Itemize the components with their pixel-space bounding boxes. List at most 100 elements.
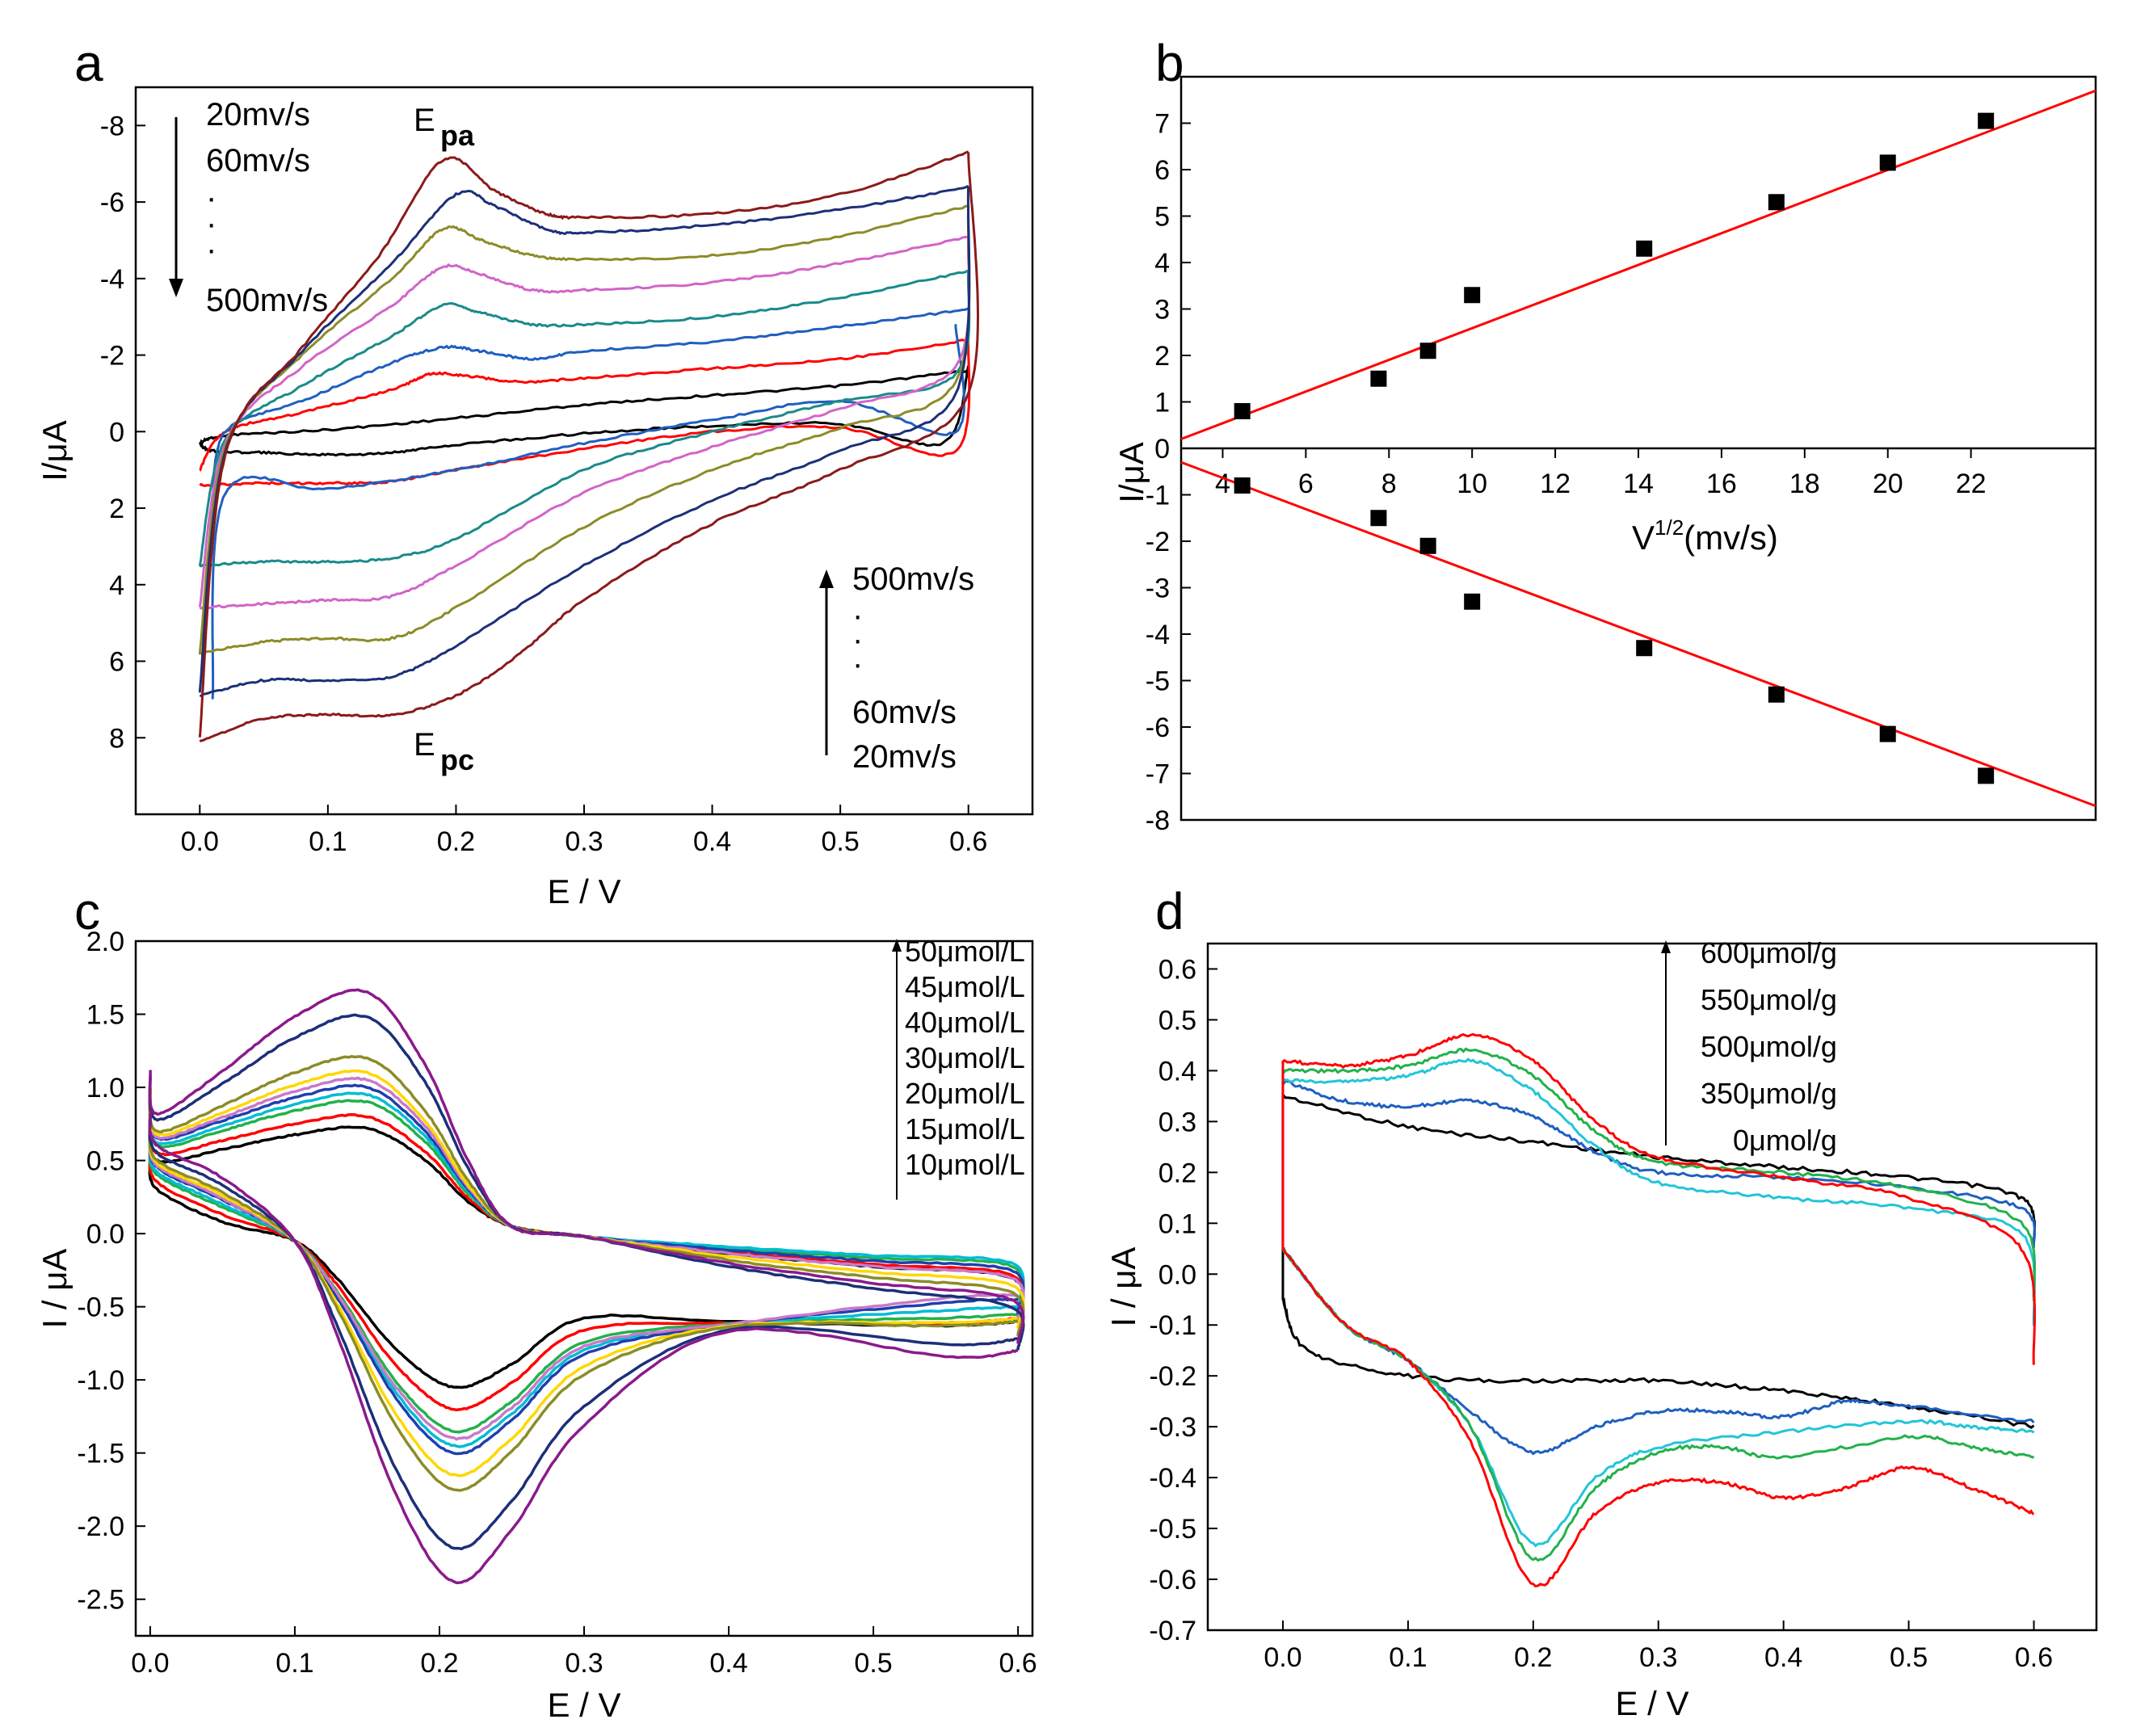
cv-curve-lower <box>148 1131 1019 1492</box>
cv-curve-upper <box>148 1109 1025 1319</box>
y-tick-label: 2 <box>109 494 124 524</box>
y-tick-label: 6 <box>109 647 124 678</box>
x-tick-label: 16 <box>1706 469 1737 499</box>
cv-curve-lower <box>199 206 971 655</box>
ellipsis-dot: · <box>206 206 217 242</box>
y-tick-label: 0.0 <box>86 1219 124 1250</box>
y-tick-label: 6 <box>1154 155 1170 186</box>
y-tick-label: -6 <box>1146 712 1170 743</box>
y-tick-label: 3 <box>1154 295 1170 326</box>
ellipsis-dot: · <box>852 598 863 633</box>
anodic-point <box>1370 370 1387 387</box>
legend-c-4: 20μmol/L <box>905 1077 1025 1110</box>
y-tick-label: 0.3 <box>1159 1107 1196 1137</box>
anodic-point <box>1419 343 1436 359</box>
cv-curve-lower <box>148 1138 1019 1448</box>
cathodic-point <box>1464 593 1481 610</box>
y-axis-label: I/μA <box>36 420 74 481</box>
cv-curve-upper <box>1281 1079 2036 1251</box>
cv-curve-lower <box>199 365 970 457</box>
x-tick-label: 20 <box>1873 469 1903 499</box>
xlabel-rest: (mv/s) <box>1684 519 1778 557</box>
cv-curve-upper <box>198 235 969 607</box>
epa-label: E <box>414 103 435 138</box>
y-tick-label: -4 <box>100 264 124 295</box>
anodic-point <box>1636 240 1653 257</box>
anodic-point <box>1464 287 1481 304</box>
x-tick-label: 18 <box>1789 469 1820 499</box>
panel-b: 4 6 8 10 12 14 16 18 20 22-8-7-6-5-4-3-2-10123456… <box>1112 75 2097 836</box>
cv-curve-lower <box>148 1145 1019 1434</box>
y-tick-label: 0.0 <box>1159 1259 1196 1290</box>
cv-curve-lower <box>1281 1247 2035 1588</box>
legend-arrow-head <box>1661 940 1671 953</box>
cv-curve-upper <box>1281 1047 2036 1301</box>
y-tick-label: -0.2 <box>1149 1361 1196 1392</box>
y-tick-label: -3 <box>1146 574 1170 604</box>
x-tick-label: 0.4 <box>693 826 731 857</box>
y-tick-label: 0.4 <box>1159 1056 1196 1087</box>
cv-curve-upper <box>1281 1094 2036 1248</box>
y-axis-label: I/μA <box>1112 442 1150 503</box>
cv-curve-upper <box>211 307 969 508</box>
cathodic-point <box>1234 477 1251 494</box>
cv-curve-upper <box>198 368 969 446</box>
ellipsis-dot: · <box>206 180 217 216</box>
x-tick-label: 0.5 <box>822 826 860 857</box>
panel-letter-a: a <box>74 34 103 92</box>
cv-curve-upper <box>148 1013 1025 1351</box>
y-tick-label: 0 <box>1154 434 1170 464</box>
y-tick-label: 1.5 <box>86 1000 124 1031</box>
panel-d: 0.0 0.1 0.2 0.3 0.4 0.5 0.6 -0.7 -0.6 -0.5 -0.4 -0.… <box>1104 942 2098 1722</box>
y-tick-label: 7 <box>1154 109 1170 140</box>
x-tick-label: 0.2 <box>1514 1642 1552 1673</box>
legend-d-3: 350μmol/g <box>1701 1077 1837 1110</box>
legend-c-1: 45μmol/L <box>905 970 1025 1003</box>
x-tick-label: 0.5 <box>854 1648 892 1679</box>
y-axis-label: I / μA <box>36 1249 74 1329</box>
plot-frame <box>1206 942 2098 1632</box>
y-tick-label: -0.1 <box>1149 1310 1196 1341</box>
cv-curve-lower <box>148 1152 1019 1412</box>
legend-c-5: 15μmol/L <box>905 1112 1025 1145</box>
panel-c-legend: 50μmol/L 45μmol/L 40μmol/L 30μmol/L 20μm… <box>892 935 1025 1200</box>
plot-frame <box>134 939 1034 1637</box>
scan-label-top-2: 500mv/s <box>206 283 328 318</box>
xlabel-main: V <box>1632 519 1655 557</box>
x-tick-label: 0.3 <box>565 1648 603 1679</box>
legend-c-2: 40μmol/L <box>905 1006 1025 1039</box>
x-tick-label: 0.2 <box>437 826 475 857</box>
epc-subscript: pc <box>440 743 474 776</box>
cv-curve-lower <box>200 186 971 697</box>
x-tick-label: 0.3 <box>1639 1642 1677 1673</box>
x-tick-label: 0.4 <box>1764 1642 1802 1673</box>
cv-curve-upper <box>148 1055 1025 1336</box>
cathodic-point <box>1636 640 1653 657</box>
x-axis-label: E / V <box>547 1686 620 1724</box>
y-tick-label: -2.0 <box>77 1511 124 1542</box>
cathodic-point <box>1879 725 1896 742</box>
cv-curve-upper <box>1281 1057 2036 1326</box>
panel-d-legend: 600μmol/g 550μmol/g 500μmol/g 350μmol/g … <box>1661 936 1837 1157</box>
x-tick-label: 10 <box>1457 469 1487 499</box>
cathodic-point <box>1419 537 1436 554</box>
anodic-point <box>1879 154 1896 171</box>
ellipsis-dot: · <box>206 232 217 267</box>
y-tick-label: 4 <box>1154 248 1170 279</box>
legend-c-6: 10μmol/L <box>905 1148 1025 1181</box>
anodic-point <box>1978 112 1995 129</box>
x-axis-label: E / V <box>547 872 620 910</box>
cathodic-point <box>1978 767 1995 784</box>
x-tick-label: 0.2 <box>420 1648 458 1679</box>
cv-curve-upper <box>199 338 969 472</box>
fit-line <box>1180 89 2096 440</box>
anodic-point <box>1768 194 1785 211</box>
y-tick-label: -0.5 <box>77 1293 124 1323</box>
x-tick-label: 0.6 <box>999 1648 1037 1679</box>
y-tick-label: 1.0 <box>86 1073 124 1103</box>
scan-label-top-0: 20mv/s <box>206 97 310 132</box>
x-tick-label: 0.1 <box>1389 1642 1427 1673</box>
legend-d-4: 0μmol/g <box>1733 1124 1837 1157</box>
cv-curve-lower <box>1281 1247 2035 1548</box>
